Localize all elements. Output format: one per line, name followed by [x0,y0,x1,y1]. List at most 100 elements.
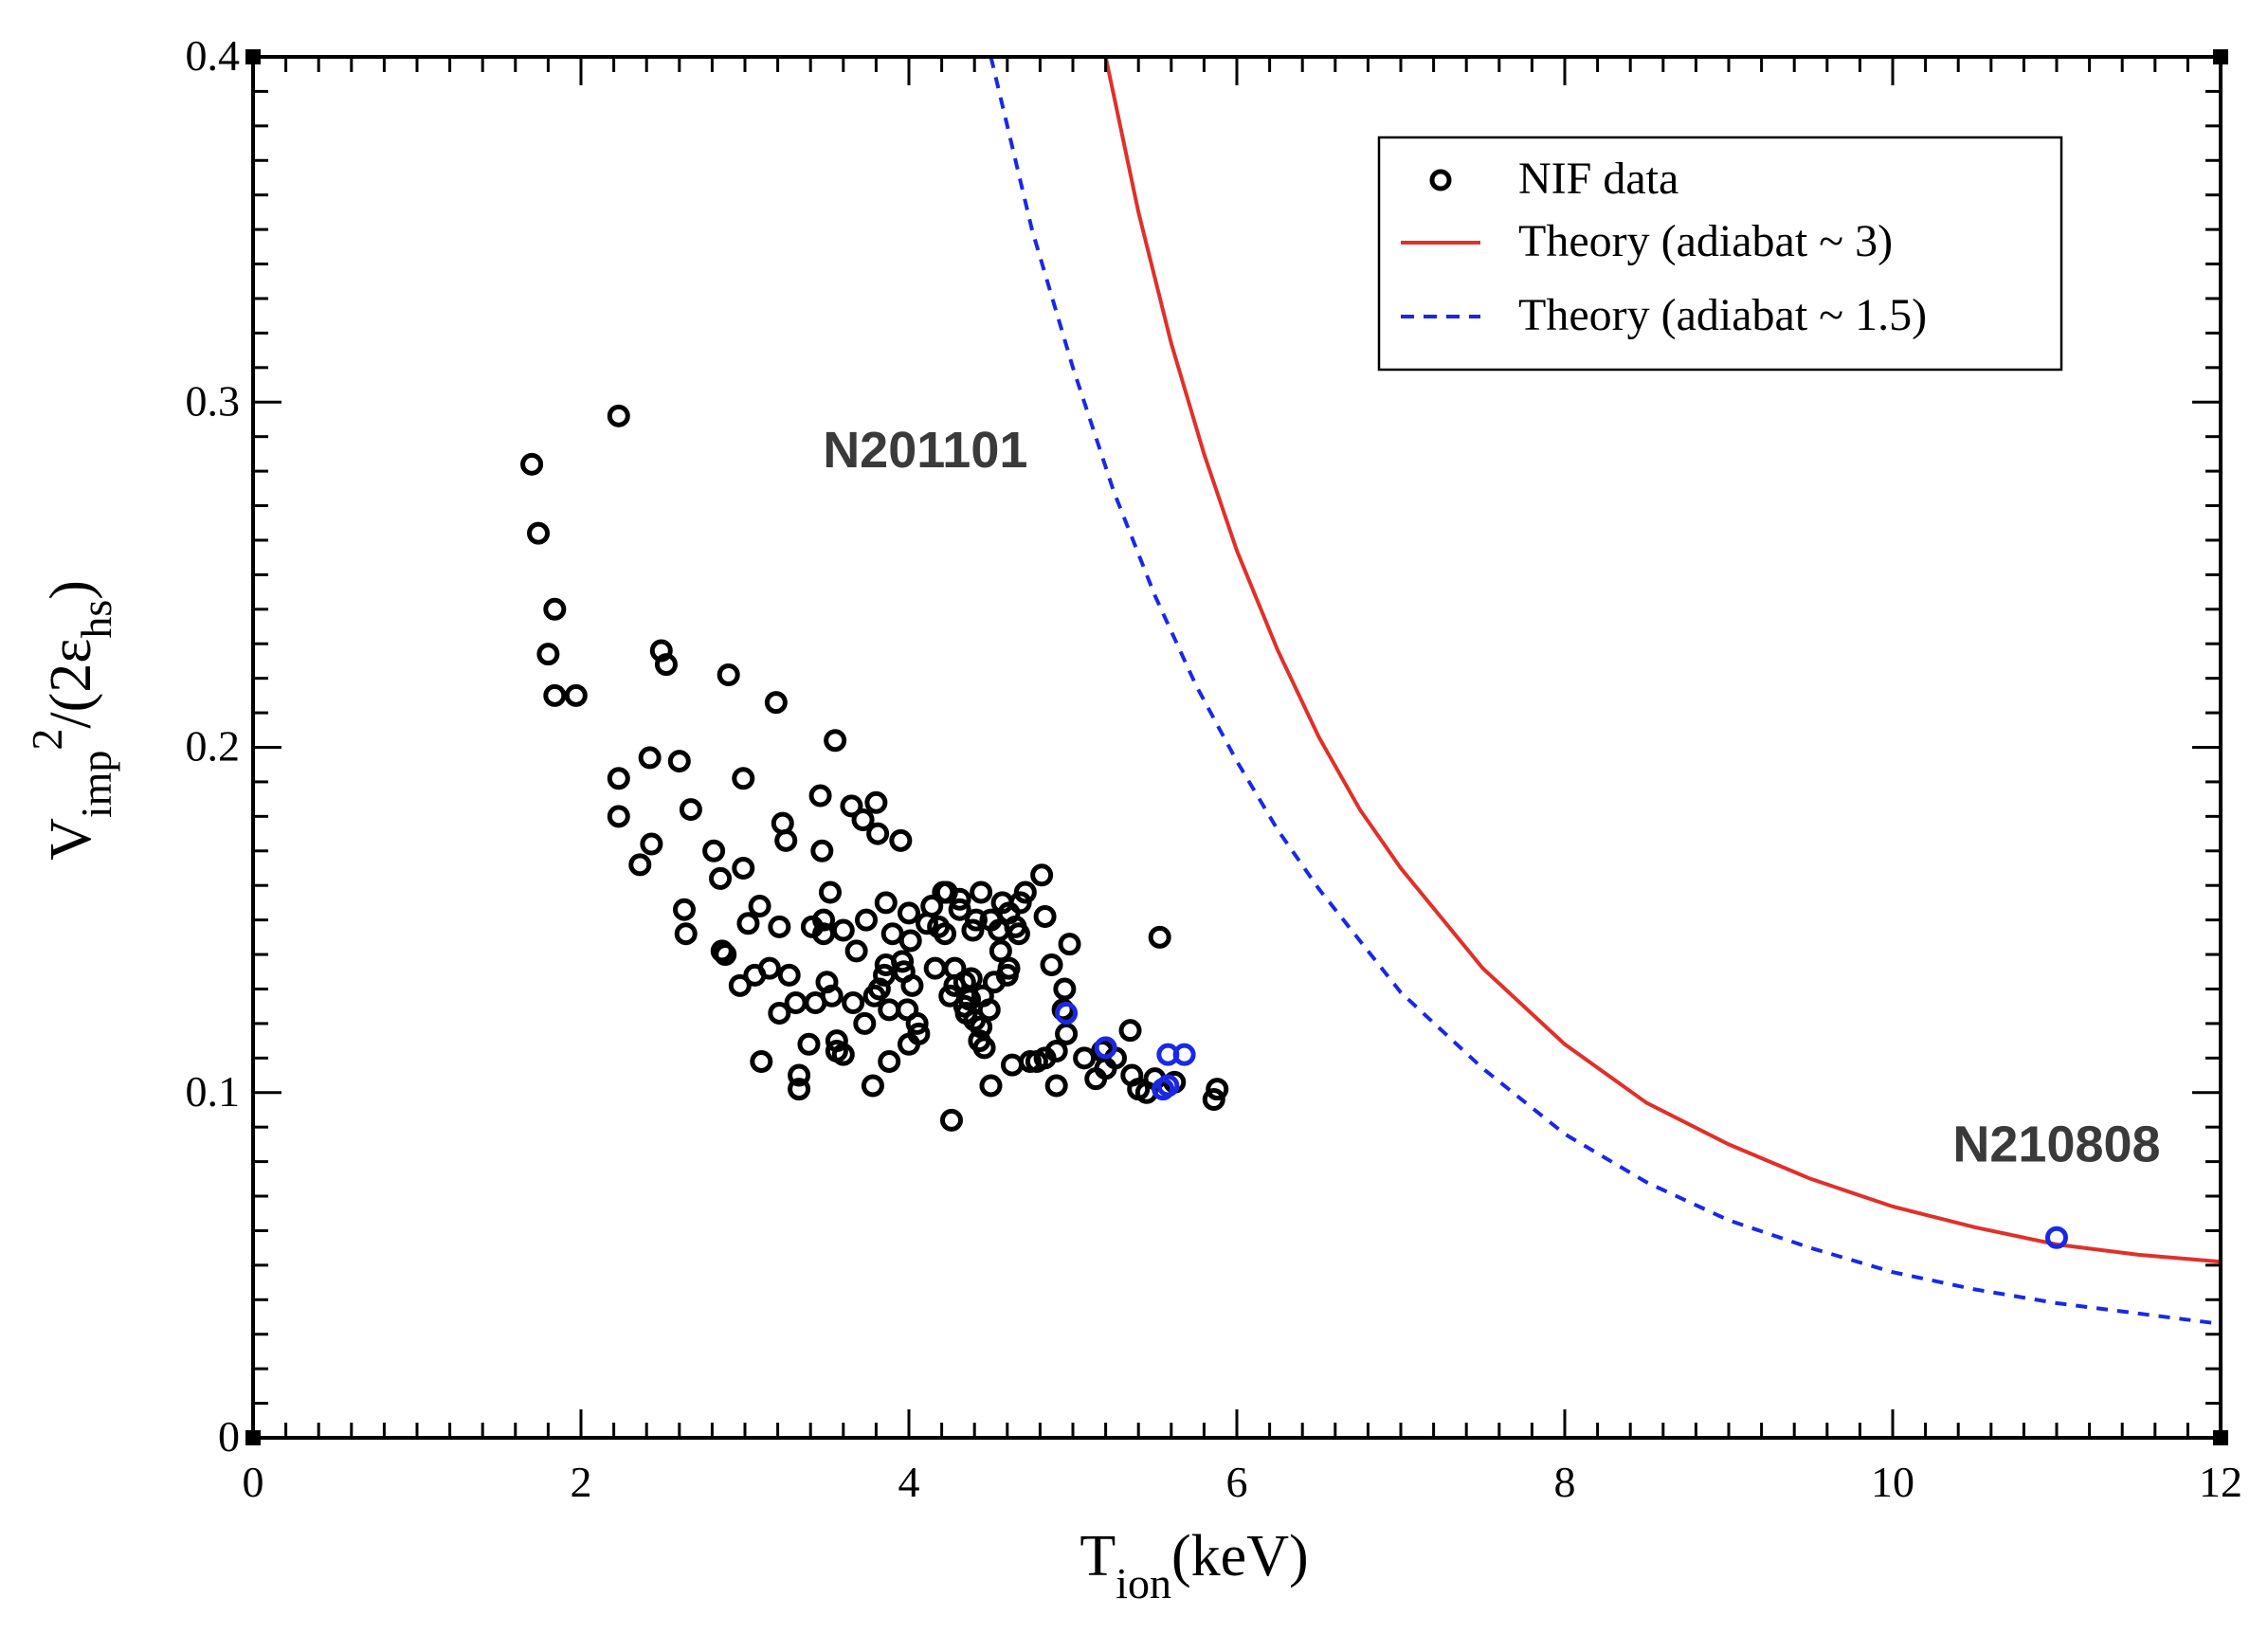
legend-label-adiabat-3: Theory (adiabat ~ 3) [1518,216,1893,266]
x-tick-label: 4 [898,1458,920,1506]
y-tick-label: 0.1 [186,1067,241,1116]
legend-label-nif-data: NIF data [1518,154,1678,204]
data-point [812,908,836,932]
data-point [920,895,944,918]
data-point-highlighted [1094,1036,1117,1060]
data-point [768,1001,791,1025]
data-point [607,805,630,828]
data-point [878,998,901,1022]
data-point [674,922,698,946]
data-point [970,1015,993,1039]
data-point [764,691,788,715]
y-axis-title: Vimp2/(2εhs) [23,580,120,861]
data-point [768,915,791,938]
data-point [1202,1088,1225,1112]
x-tick-label: 10 [1871,1458,1914,1506]
frame-corner [245,49,261,64]
legend-marker-nif-data [1429,169,1452,191]
x-tick-label: 2 [571,1458,592,1506]
data-point [748,895,771,918]
data-point [1053,977,1077,1001]
data-point [818,881,842,904]
data-point [1058,933,1081,956]
data-point [1118,1019,1142,1043]
frame-corner [2213,49,2228,64]
data-point [889,828,913,852]
data-point [948,887,971,911]
data-point [977,998,1001,1022]
data-point [824,729,847,753]
data-point [898,929,922,953]
data-point [842,991,865,1015]
data-point [714,943,737,967]
data-point [1000,1053,1024,1077]
theory-curve-adiabat-1-5 [989,56,2222,1326]
x-tick-label: 6 [1226,1458,1248,1506]
data-point [788,1063,811,1087]
data-point [905,1011,929,1035]
data-point [1044,1074,1068,1098]
data-point [1148,925,1171,949]
data-point [1073,1046,1097,1070]
frame-corner [245,1430,261,1445]
data-point [679,798,702,822]
x-tick-label: 12 [2199,1458,2242,1506]
data-point [750,1049,773,1073]
data-point [948,898,971,921]
data-point [640,832,663,856]
data-point [866,822,890,845]
data-point [638,746,662,770]
data-point [784,991,807,1015]
frame-corner [2213,1430,2228,1445]
data-point [997,956,1021,980]
data-point [898,901,920,925]
data-point [864,790,888,814]
annotation-n210808: N210808 [1952,1116,2160,1172]
data-point [939,1108,963,1132]
data-point [831,918,855,942]
data-point [1030,863,1054,887]
data-point [855,908,879,932]
data-point [851,808,875,831]
data-point [732,856,755,880]
data-point [900,973,924,997]
data-point [543,597,567,621]
data-point [717,663,740,687]
data-point [891,950,915,973]
data-point [702,839,726,862]
data-point [543,683,567,707]
frame-corners [245,49,2228,1445]
data-point [840,794,863,818]
data-point [958,988,982,1011]
data-point [970,881,993,904]
data-point [853,1011,877,1035]
data-point [972,1036,996,1060]
data-point-highlighted [1152,1078,1175,1101]
y-tick-label: 0.4 [186,31,241,80]
data-point [1040,953,1063,976]
y-tick-label: 0.2 [186,722,241,771]
data-point [564,683,588,707]
legend: NIF data Theory (adiabat ~ 3) Theory (ad… [1377,136,2063,372]
data-point [907,1022,931,1045]
data-point [923,956,947,980]
data-point [728,973,752,997]
y-tick-labels: 0 0.1 0.2 0.3 0.4 [186,31,241,1461]
data-point [628,853,652,877]
data-point [788,1078,811,1101]
data-point [1007,922,1030,946]
data-point [1013,881,1037,904]
data-point [979,1074,1003,1098]
data-point [1055,1022,1079,1045]
x-tick-label: 0 [243,1458,264,1506]
x-axis-title: Tion(keV) [1080,1524,1308,1607]
data-point [520,452,544,476]
data-point [964,908,988,932]
data-point [607,767,630,790]
data-point [880,922,904,946]
data-point [861,1074,884,1098]
data-point [844,939,868,963]
y-tick-label: 0 [218,1412,240,1461]
curve-layer [989,56,2222,1326]
